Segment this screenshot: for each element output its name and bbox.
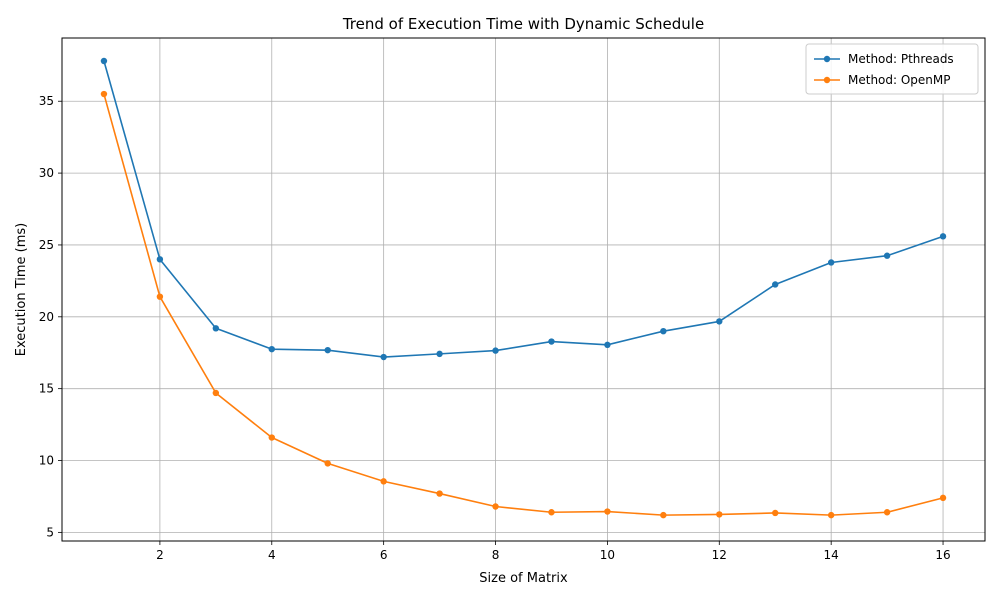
data-point (156, 293, 164, 300)
data-point (883, 252, 891, 259)
series-layer (100, 57, 947, 519)
data-point (548, 338, 555, 345)
data-point (604, 341, 611, 349)
data-point (492, 503, 499, 510)
series-line (103, 93, 944, 516)
x-tick-label: 14 (824, 548, 839, 562)
x-tick-label: 12 (712, 548, 727, 562)
legend-item: Method: Pthreads (814, 52, 954, 66)
y-tick-label: 25 (39, 238, 54, 252)
x-tick-label: 6 (380, 548, 388, 562)
data-point (100, 90, 108, 98)
legend-marker (823, 55, 831, 63)
data-point (716, 511, 723, 518)
x-tick-label: 4 (268, 548, 276, 562)
y-tick-label: 30 (39, 166, 54, 180)
data-point (380, 353, 387, 361)
data-point (436, 490, 443, 497)
data-point (212, 389, 220, 397)
data-point (268, 345, 275, 353)
data-point (324, 346, 331, 354)
data-point (827, 259, 835, 266)
y-tick-label: 20 (39, 310, 54, 324)
data-point (772, 281, 779, 288)
x-tick-label: 2 (156, 548, 164, 562)
data-point (380, 478, 387, 485)
legend-marker (823, 76, 831, 84)
y-tick-label: 35 (39, 94, 54, 108)
series-1 (100, 90, 947, 519)
axis-ticks: 2 4 6 8 10 12 14 16 5 10 15 20 25 30 35 (39, 94, 951, 562)
legend: Method: Pthreads Method: OpenMP (805, 43, 979, 95)
series-0 (100, 57, 947, 361)
data-point (492, 347, 499, 354)
x-tick-label: 16 (935, 548, 950, 562)
y-axis-label: Execution Time (ms) (14, 223, 29, 356)
data-point (156, 256, 164, 263)
data-point (324, 460, 331, 467)
chart-title: Trend of Execution Time with Dynamic Sch… (342, 15, 704, 33)
data-point (939, 494, 947, 502)
data-point (939, 233, 947, 240)
data-point (883, 509, 891, 516)
data-point (660, 511, 667, 519)
grid (62, 38, 985, 541)
data-point (772, 509, 779, 517)
data-point (548, 509, 555, 516)
series-line (103, 60, 944, 358)
legend-item: Method: OpenMP (814, 73, 951, 87)
x-axis-label: Size of Matrix (479, 571, 568, 586)
data-point (827, 511, 835, 519)
y-tick-label: 15 (39, 382, 54, 396)
legend-label: Method: Pthreads (848, 52, 954, 66)
data-point (660, 327, 667, 335)
data-point (716, 318, 723, 325)
data-point (268, 434, 275, 441)
data-point (604, 508, 611, 515)
legend-label: Method: OpenMP (848, 73, 951, 87)
plot-frame (61, 37, 986, 542)
data-point (436, 350, 443, 358)
y-tick-label: 10 (39, 454, 54, 468)
data-point (100, 57, 108, 65)
data-point (212, 325, 220, 332)
x-tick-label: 8 (492, 548, 500, 562)
y-tick-label: 5 (46, 525, 54, 539)
x-tick-label: 10 (600, 548, 615, 562)
legend-box (805, 43, 979, 95)
